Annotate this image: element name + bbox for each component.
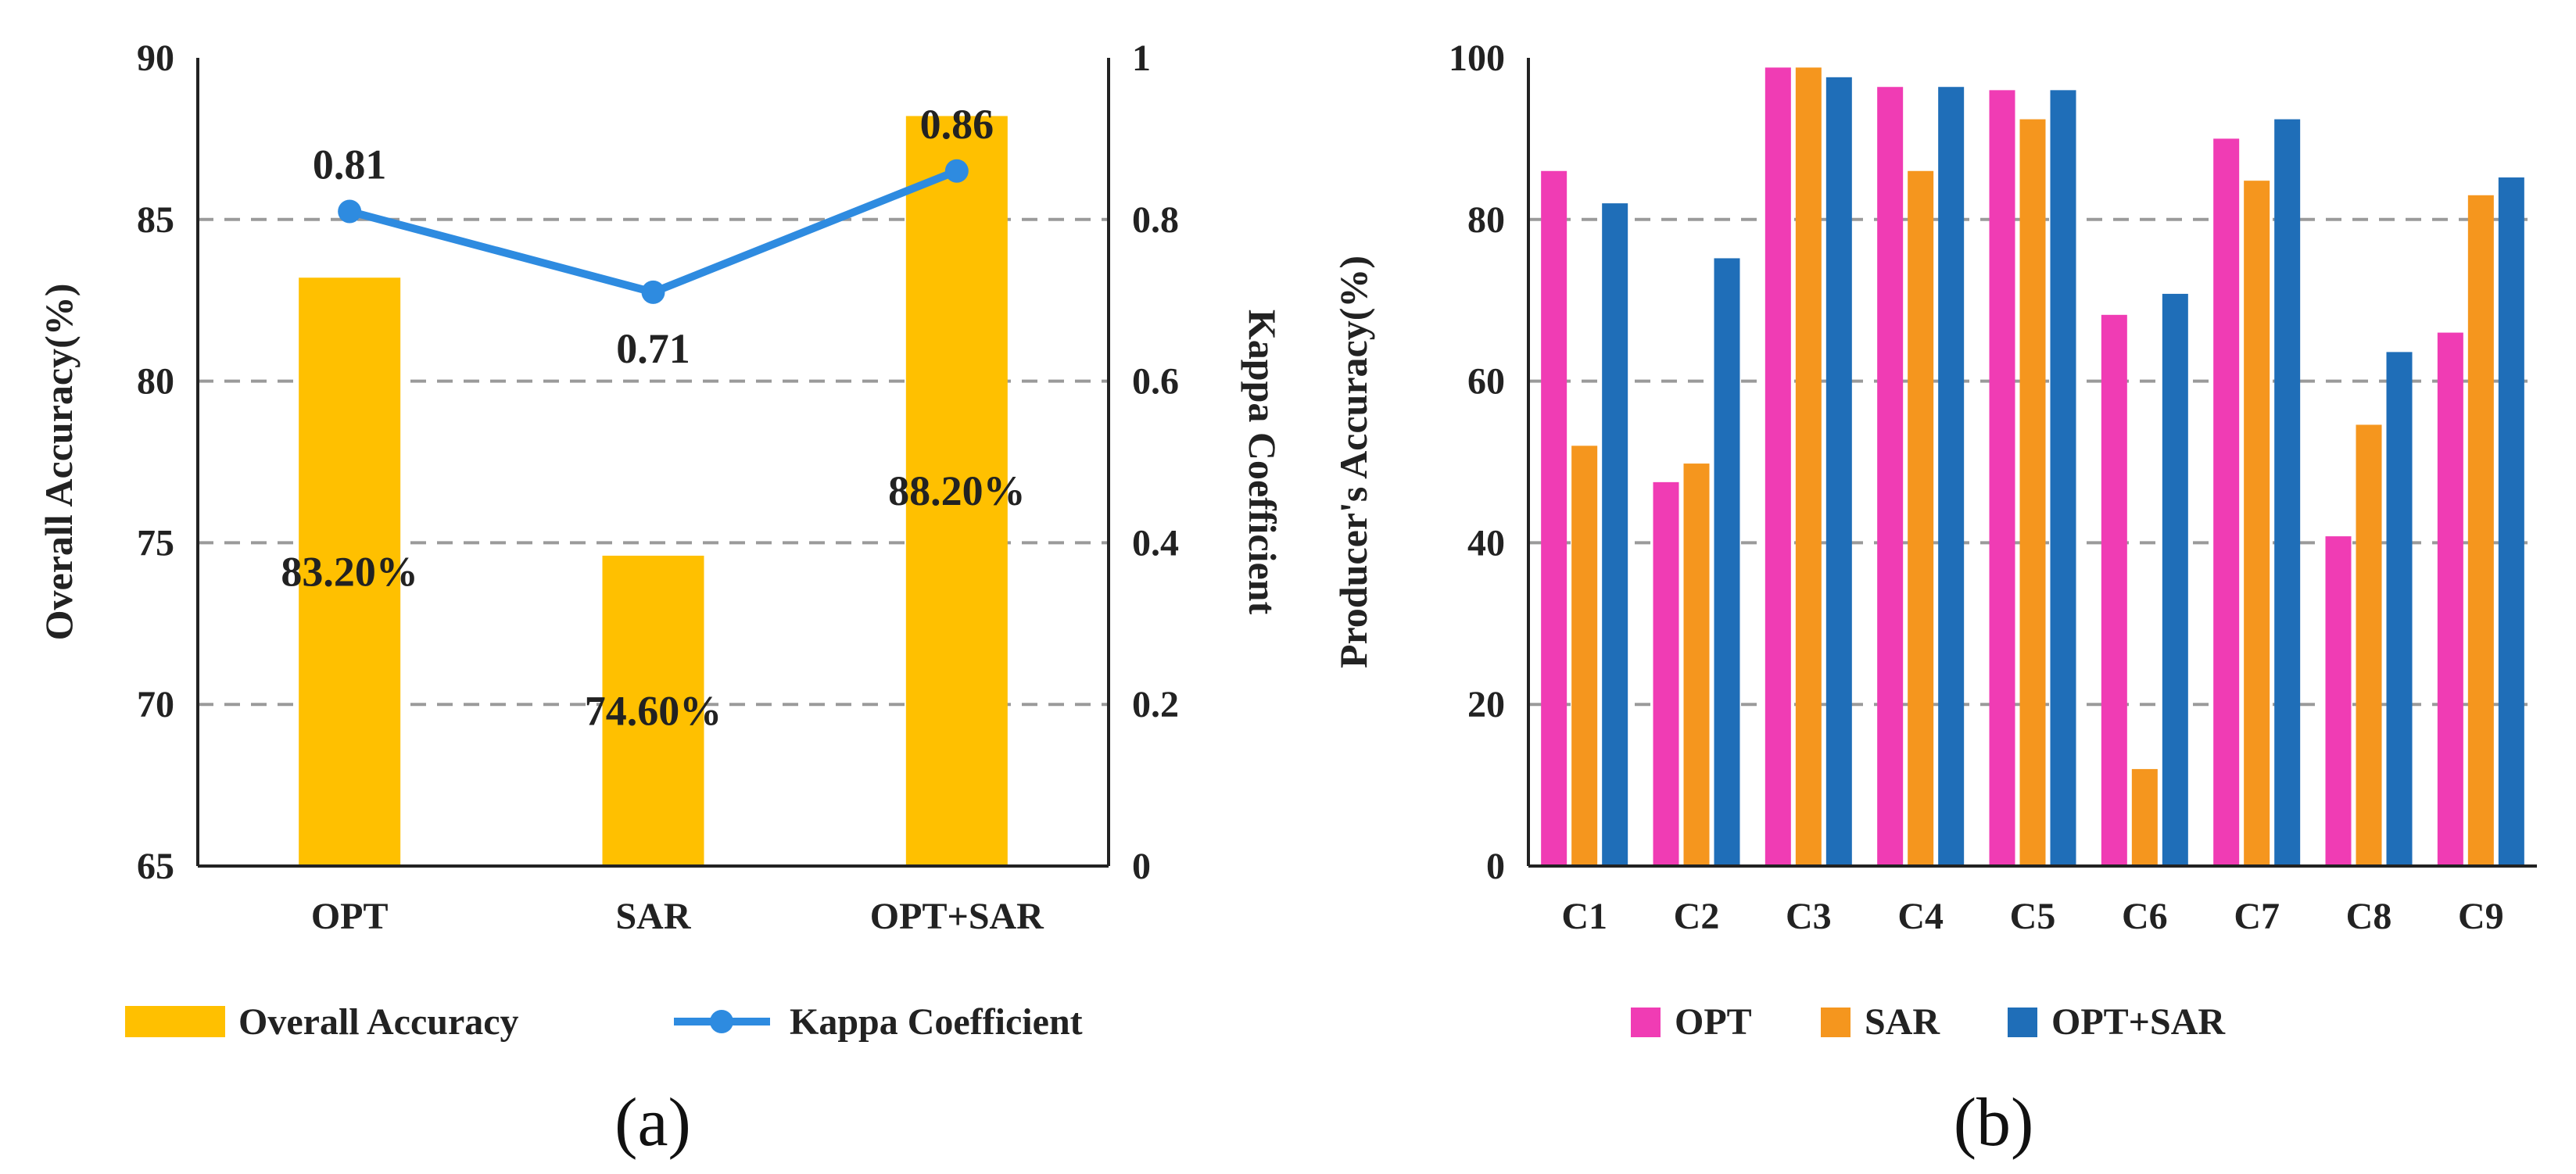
chart-a-y2-tick-label: 1 bbox=[1132, 38, 1151, 79]
chart-b-bar bbox=[1571, 446, 1598, 866]
chart-a-x-tick-label: OPT+SAR bbox=[870, 896, 1044, 937]
chart-b-bar bbox=[1908, 170, 1934, 866]
chart-a-x-tick-label: SAR bbox=[615, 896, 691, 937]
chart-a-kappa-point bbox=[641, 280, 665, 304]
chart-b-bar bbox=[1541, 170, 1567, 866]
chart-b-legend: OPT SAR OPT+SAR bbox=[1631, 1001, 2226, 1043]
chart-a-bar-label: 83.20% bbox=[281, 549, 418, 596]
chart-a-kappa-polyline bbox=[348, 167, 958, 296]
chart-b-y-tick-label: 20 bbox=[1467, 684, 1505, 725]
chart-a-y-tick-label: 75 bbox=[137, 522, 174, 564]
chart-b-y-tick-label: 100 bbox=[1449, 38, 1505, 79]
chart-a-kappa-line bbox=[338, 159, 969, 304]
chart-b-bar bbox=[2437, 332, 2463, 866]
chart-a-y-tick-label: 85 bbox=[137, 199, 174, 241]
chart-b: 0 20 40 60 80 100 C1 C2 C3 C4 C5 C6 C7 C8 C9 Producer'… bbox=[1331, 38, 2537, 1161]
chart-a-y-tick-label: 70 bbox=[137, 684, 174, 725]
chart-a-legend: Overall Accuracy Kappa Coefficient bbox=[125, 1001, 1083, 1043]
chart-b-y-tick-label: 0 bbox=[1486, 846, 1505, 887]
chart-b-bar bbox=[2131, 768, 2158, 866]
chart-b-bar bbox=[2498, 177, 2524, 867]
chart-a-data-labels: 83.20% 74.60% 88.20% 0.81 0.71 0.86 bbox=[281, 101, 1025, 735]
chart-b-bar bbox=[1765, 67, 1791, 866]
legend-label-kappa-coefficient: Kappa Coefficient bbox=[790, 1001, 1083, 1043]
chart-a-y2-tick-label: 0 bbox=[1132, 846, 1151, 887]
chart-b-bar bbox=[1989, 90, 2015, 867]
chart-a-bar bbox=[602, 555, 704, 866]
chart-a-kappa-point bbox=[944, 159, 969, 183]
chart-b-bar bbox=[1938, 87, 1965, 866]
chart-b-x-tick-label: C7 bbox=[2234, 896, 2280, 937]
chart-b-ticks: 0 20 40 60 80 100 C1 C2 C3 C4 C5 C6 C7 C8 C9 bbox=[1449, 38, 2504, 937]
chart-a-bar-label: 74.60% bbox=[585, 687, 722, 734]
chart-b-x-tick-label: C9 bbox=[2458, 896, 2504, 937]
chart-a-bars bbox=[299, 116, 1008, 866]
chart-a-y-tick-label: 65 bbox=[137, 846, 174, 887]
chart-a-y2-tick-label: 0.4 bbox=[1132, 522, 1179, 564]
chart-a-bar bbox=[905, 116, 1008, 866]
chart-b-bar bbox=[2050, 90, 2076, 867]
chart-b-y-axis-title: Producer's Accuracy(%) bbox=[1331, 256, 1375, 668]
chart-a-y2-tick-label: 0.2 bbox=[1132, 684, 1179, 725]
chart-b-bar bbox=[1653, 481, 1679, 866]
legend-label-opt: OPT bbox=[1675, 1001, 1752, 1043]
chart-b-y-tick-label: 40 bbox=[1467, 522, 1505, 564]
chart-b-x-tick-label: C2 bbox=[1674, 896, 1720, 937]
chart-b-x-tick-label: C6 bbox=[2122, 896, 2168, 937]
chart-a-kappa-point bbox=[338, 199, 362, 224]
chart-a-y2-tick-label: 0.6 bbox=[1132, 361, 1179, 403]
chart-b-bar bbox=[1602, 203, 1628, 866]
chart-a-x-tick-label: OPT bbox=[311, 896, 389, 937]
chart-b-x-tick-label: C3 bbox=[1786, 896, 1832, 937]
chart-b-bar bbox=[2386, 352, 2413, 867]
chart-a-kappa-label: 0.71 bbox=[616, 325, 690, 372]
legend-swatch-overall-accuracy bbox=[125, 1006, 225, 1037]
chart-b-x-tick-label: C5 bbox=[2010, 896, 2056, 937]
chart-a-y2-axis-title: Kappa Coefficient bbox=[1241, 310, 1284, 615]
chart-b-x-tick-label: C1 bbox=[1561, 896, 1607, 937]
chart-a-y-tick-label: 80 bbox=[137, 361, 174, 403]
chart-b-bar bbox=[2213, 138, 2240, 866]
chart-b-bar bbox=[2101, 314, 2127, 866]
chart-b-bar bbox=[2467, 195, 2494, 866]
legend-swatch-sar bbox=[1821, 1008, 1850, 1037]
chart-b-y-tick-label: 80 bbox=[1467, 199, 1505, 241]
chart-b-bar bbox=[2162, 293, 2188, 867]
chart-b-x-tick-label: C4 bbox=[1897, 896, 1944, 937]
chart-b-bar bbox=[2274, 119, 2301, 867]
chart-b-bar bbox=[2356, 424, 2382, 866]
chart-b-bar bbox=[1683, 464, 1710, 866]
legend-swatch-opt bbox=[1631, 1008, 1661, 1037]
legend-swatch-kappa-marker bbox=[710, 1010, 733, 1033]
chart-a-bar-label: 88.20% bbox=[888, 467, 1026, 514]
legend-label-opt-sar: OPT+SAR bbox=[2051, 1001, 2226, 1043]
chart-b-bar bbox=[1825, 77, 1852, 867]
chart-b-bar bbox=[1795, 67, 1822, 866]
chart-a-kappa-label: 0.81 bbox=[313, 141, 387, 188]
chart-a-y-axis-title: Overall Accuracy(%) bbox=[37, 284, 81, 641]
legend-label-sar: SAR bbox=[1865, 1001, 1940, 1043]
chart-b-caption: (b) bbox=[1954, 1085, 2034, 1161]
chart-b-bar bbox=[2244, 181, 2270, 867]
chart-a-caption: (a) bbox=[614, 1085, 691, 1161]
chart-b-x-tick-label: C8 bbox=[2346, 896, 2392, 937]
chart-b-bar bbox=[1714, 258, 1740, 866]
chart-b-bars bbox=[1541, 67, 2524, 867]
chart-a-y2-tick-label: 0.8 bbox=[1132, 199, 1179, 241]
chart-b-bar bbox=[2325, 536, 2352, 866]
chart-a-kappa-label: 0.86 bbox=[920, 101, 994, 148]
chart-a-bar bbox=[299, 277, 401, 866]
chart-b-y-tick-label: 60 bbox=[1467, 361, 1505, 403]
legend-label-overall-accuracy: Overall Accuracy bbox=[238, 1001, 519, 1043]
chart-b-bar bbox=[2019, 119, 2046, 867]
chart-a-y-tick-label: 90 bbox=[137, 38, 174, 79]
legend-swatch-opt-sar bbox=[2008, 1008, 2037, 1037]
chart-b-bar bbox=[1877, 87, 1904, 866]
